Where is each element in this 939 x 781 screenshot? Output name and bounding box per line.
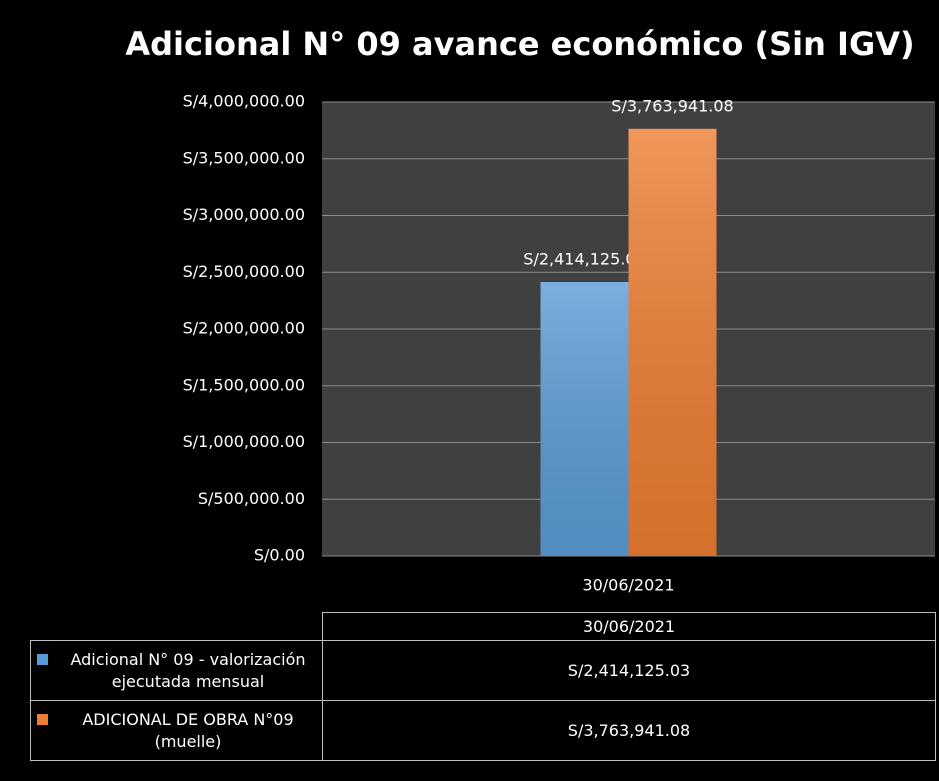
table-legend: ADICIONAL DE OBRA N°09 (muelle) (30, 700, 323, 761)
y-tick-label: S/0.00 (254, 546, 305, 565)
legend-swatch (37, 714, 48, 725)
x-tick-label: 30/06/2021 (582, 576, 674, 595)
legend-label: ADICIONAL DE OBRA N°09 (muelle) (82, 710, 294, 751)
y-tick-label: S/1,500,000.00 (183, 375, 305, 394)
value-label: S/2,414,125.03 (523, 249, 645, 268)
chart-title: Adicional N° 09 avance económico (Sin IG… (125, 25, 914, 63)
value-label: S/3,763,941.08 (611, 96, 733, 115)
y-tick-label: S/1,000,000.00 (183, 432, 305, 451)
table-legend: Adicional N° 09 - valorización ejecutada… (30, 640, 323, 701)
bar (540, 281, 629, 556)
table-value-text: S/2,414,125.03 (567, 661, 691, 680)
y-tick-label: S/3,500,000.00 (183, 148, 305, 167)
y-tick-label: S/3,000,000.00 (183, 205, 305, 224)
legend-label: Adicional N° 09 - valorización ejecutada… (70, 650, 306, 691)
y-tick-label: S/2,500,000.00 (183, 262, 305, 281)
y-tick-label: S/500,000.00 (198, 489, 305, 508)
table-value: S/3,763,941.08 (322, 700, 936, 761)
table-value: S/2,414,125.03 (322, 640, 936, 701)
y-tick-label: S/4,000,000.00 (183, 92, 305, 111)
bar (628, 128, 717, 556)
table-header: 30/06/2021 (322, 612, 936, 641)
table-category: 30/06/2021 (582, 617, 676, 636)
y-tick-label: S/2,000,000.00 (183, 319, 305, 338)
table-value-text: S/3,763,941.08 (567, 721, 691, 740)
legend-swatch (37, 654, 48, 665)
